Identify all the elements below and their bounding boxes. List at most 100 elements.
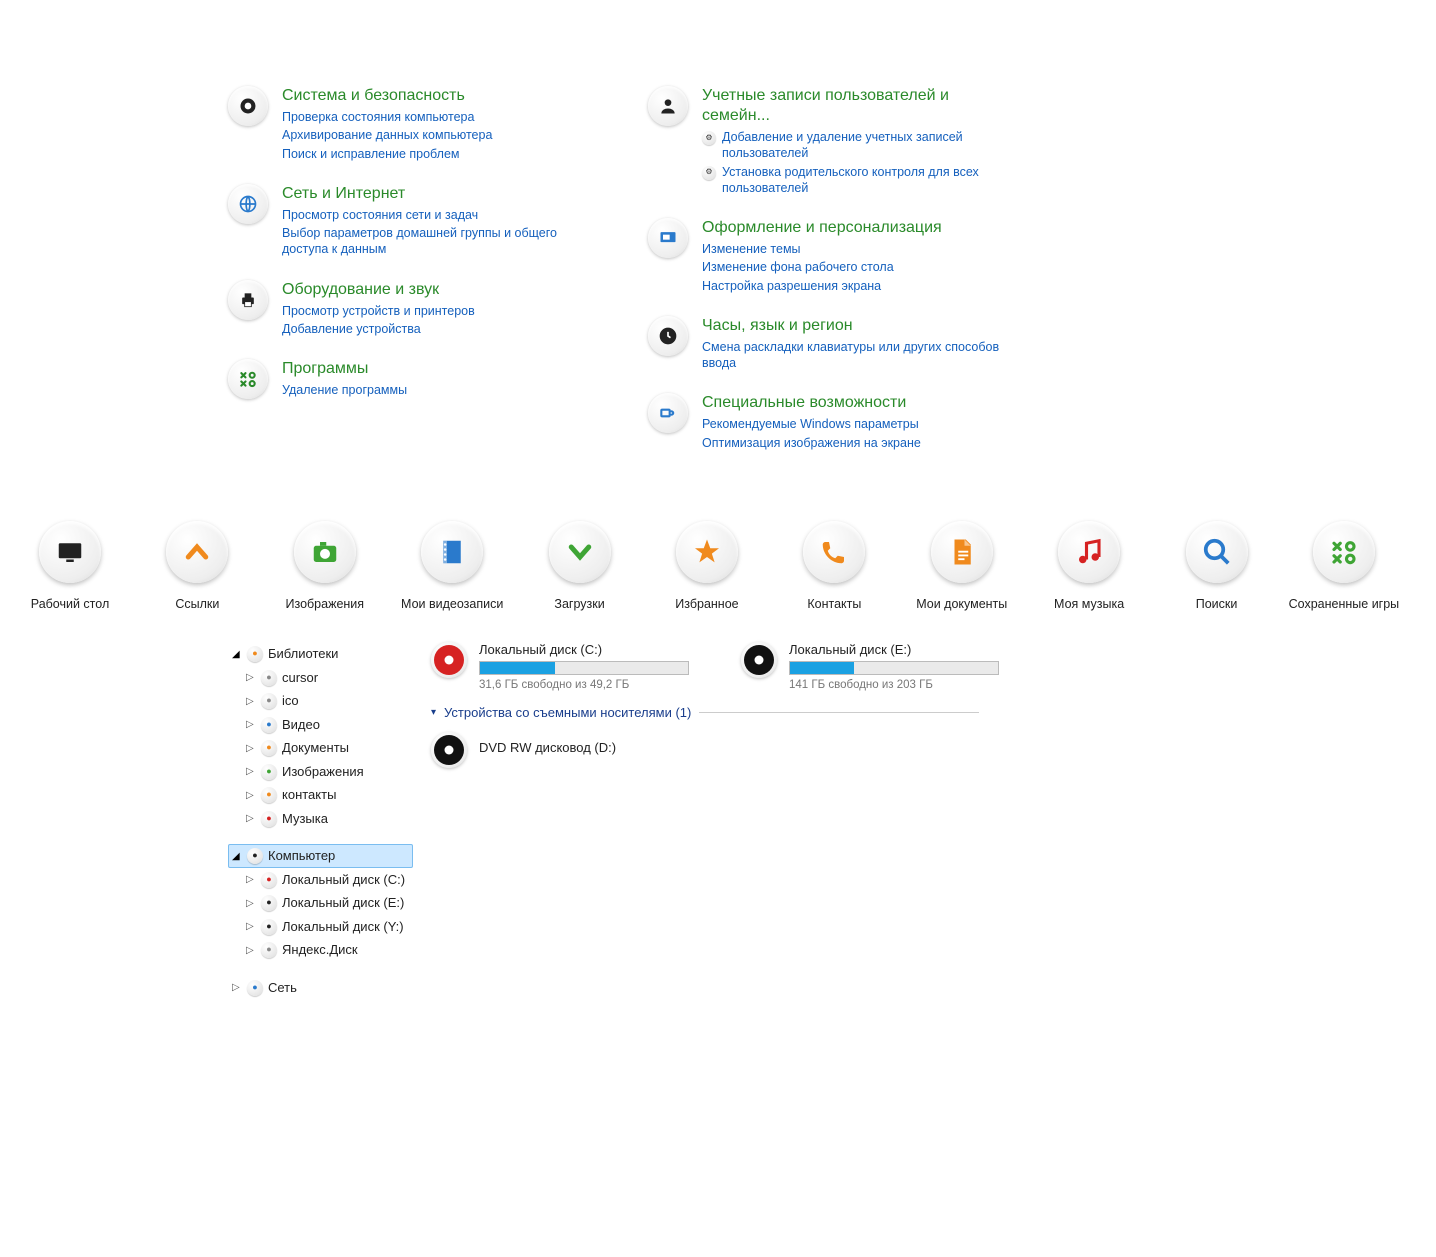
folder-shortcut[interactable]: Рабочий стол <box>10 521 130 613</box>
expand-arrow-icon[interactable]: ▷ <box>246 717 256 732</box>
expand-arrow-icon[interactable]: ▷ <box>246 764 256 779</box>
cp-category-body: Оборудование и звук Просмотр устройств и … <box>282 280 475 338</box>
expand-arrow-icon[interactable]: ▷ <box>246 919 256 934</box>
tree-node[interactable]: ▷●Яндекс.Диск <box>242 938 413 962</box>
cp-category: Учетные записи пользователей и семейн...… <box>648 86 1008 196</box>
folder-shortcut[interactable]: Контакты <box>774 521 894 613</box>
tree-item-icon: ● <box>261 764 277 780</box>
expand-arrow-icon[interactable]: ▷ <box>246 670 256 685</box>
cp-link[interactable]: Поиск и исправление проблем <box>282 146 492 162</box>
expand-arrow-icon[interactable]: ▷ <box>246 788 256 803</box>
folder-shortcut[interactable]: Сохраненные игры <box>1284 521 1404 613</box>
tree-node[interactable]: ▷●контакты <box>242 783 413 807</box>
folder-shortcut[interactable]: Мои видеозаписи <box>392 521 512 613</box>
tree-item-icon: ● <box>261 740 277 756</box>
expand-arrow-icon[interactable]: ▷ <box>232 980 242 995</box>
tree-node[interactable]: ▷●Видео <box>242 713 413 737</box>
cp-link[interactable]: Просмотр состояния сети и задач <box>282 207 588 223</box>
cp-link-label: Смена раскладки клавиатуры или других сп… <box>702 339 1008 372</box>
collapse-arrow-icon[interactable]: ◢ <box>232 647 242 662</box>
tree-item-label: Изображения <box>282 762 364 782</box>
cp-category: Специальные возможности Рекомендуемые Win… <box>648 393 1008 451</box>
drive-status: 141 ГБ свободно из 203 ГБ <box>789 679 1011 691</box>
tree-node[interactable]: ▷●Документы <box>242 736 413 760</box>
folder-shortcut[interactable]: Ссылки <box>137 521 257 613</box>
cp-link[interactable]: Изменение темы <box>702 241 942 257</box>
drive-item[interactable]: DVD RW дисковод (D:) <box>431 732 701 768</box>
removable-devices-header[interactable]: ▾ Устройства со съемными носителями (1) <box>431 705 1436 720</box>
cp-category-title[interactable]: Программы <box>282 359 407 379</box>
tree-node[interactable]: ▷●Локальный диск (C:) <box>242 868 413 892</box>
cp-link[interactable]: ⚙Добавление и удаление учетных записей п… <box>702 129 1008 162</box>
drive-status: 31,6 ГБ свободно из 49,2 ГБ <box>479 679 701 691</box>
cp-links: Смена раскладки клавиатуры или других сп… <box>702 339 1008 372</box>
tree-node[interactable]: ▷●cursor <box>242 666 413 690</box>
cp-category-body: Система и безопасность Проверка состояния… <box>282 86 492 162</box>
folder-shortcut[interactable]: Избранное <box>647 521 767 613</box>
cp-category-title[interactable]: Система и безопасность <box>282 86 492 106</box>
cp-category-body: Учетные записи пользователей и семейн...… <box>702 86 1008 196</box>
cp-link-label: Установка родительского контроля для все… <box>722 164 1008 197</box>
cp-category-title[interactable]: Учетные записи пользователей и семейн... <box>702 86 1008 126</box>
folder-shortcut[interactable]: Загрузки <box>520 521 640 613</box>
cp-link-label: Добавление устройства <box>282 321 421 337</box>
tree-node[interactable]: ▷ ● Изображения <box>242 760 413 784</box>
cp-links: Проверка состояния компьютера Архивирован… <box>282 109 492 162</box>
cp-link[interactable]: Смена раскладки клавиатуры или других сп… <box>702 339 1008 372</box>
cp-category: Часы, язык и регион Смена раскладки клави… <box>648 316 1008 372</box>
folder-shortcut[interactable]: Моя музыка <box>1029 521 1149 613</box>
drive-body: DVD RW дисковод (D:) <box>479 732 701 768</box>
drive-item[interactable]: Локальный диск (C:) 31,6 ГБ свободно из 4… <box>431 642 701 691</box>
tree-item-label: Локальный диск (C:) <box>282 870 405 890</box>
folder-shortcut[interactable]: Мои документы <box>902 521 1022 613</box>
cp-link-label: Изменение темы <box>702 241 801 257</box>
collapse-arrow-icon[interactable]: ◢ <box>232 849 242 864</box>
cp-link[interactable]: Рекомендуемые Windows параметры <box>702 416 921 432</box>
tree-item-label: Музыка <box>282 809 328 829</box>
tree-node[interactable]: ◢●Компьютер <box>228 844 413 868</box>
cp-link[interactable]: Выбор параметров домашней группы и общег… <box>282 225 588 258</box>
cp-link[interactable]: Просмотр устройств и принтеров <box>282 303 475 319</box>
tree-node[interactable]: ◢●Библиотеки <box>228 642 413 666</box>
cp-link[interactable]: Добавление устройства <box>282 321 475 337</box>
music-icon <box>1058 521 1120 583</box>
tree-node[interactable]: ▷ ● Музыка <box>242 807 413 831</box>
cp-link[interactable]: Проверка состояния компьютера <box>282 109 492 125</box>
tree-node[interactable]: ▷●ico <box>242 689 413 713</box>
expand-arrow-icon[interactable]: ▷ <box>246 741 256 756</box>
tree-item-icon: ● <box>261 811 277 827</box>
cp-link[interactable]: Удаление программы <box>282 382 407 398</box>
expand-arrow-icon[interactable]: ▷ <box>246 811 256 826</box>
cp-link[interactable]: ⚙Установка родительского контроля для вс… <box>702 164 1008 197</box>
drive-title: Локальный диск (C:) <box>479 642 701 657</box>
search-icon <box>1186 521 1248 583</box>
cp-link-label: Удаление программы <box>282 382 407 398</box>
cp-category-title[interactable]: Часы, язык и регион <box>702 316 1008 336</box>
cp-category-title[interactable]: Оформление и персонализация <box>702 218 942 238</box>
capacity-bar-fill <box>480 662 555 674</box>
drive-item[interactable]: Локальный диск (E:)141 ГБ свободно из 20… <box>741 642 1011 691</box>
cp-category-body: Программы Удаление программы <box>282 359 407 399</box>
cp-link-label: Просмотр устройств и принтеров <box>282 303 475 319</box>
capacity-bar <box>479 661 689 675</box>
cp-category-title[interactable]: Специальные возможности <box>702 393 921 413</box>
cp-link[interactable]: Настройка разрешения экрана <box>702 278 942 294</box>
tree-item-label: Видео <box>282 715 320 735</box>
expand-arrow-icon[interactable]: ▷ <box>246 694 256 709</box>
expand-arrow-icon[interactable]: ▷ <box>246 943 256 958</box>
expand-arrow-icon[interactable]: ▷ <box>246 896 256 911</box>
folder-shortcut[interactable]: Поиски <box>1157 521 1277 613</box>
cp-link[interactable]: Оптимизация изображения на экране <box>702 435 921 451</box>
tree-item-icon: ● <box>247 646 263 662</box>
expand-arrow-icon[interactable]: ▷ <box>246 872 256 887</box>
tree-node[interactable]: ▷●Сеть <box>228 976 413 1000</box>
folder-shortcut[interactable]: Изображения <box>265 521 385 613</box>
cp-category-body: Сеть и Интернет Просмотр состояния сети и… <box>282 184 588 258</box>
control-panel-left-column: Система и безопасность Проверка состояния… <box>228 86 588 451</box>
tree-node[interactable]: ▷●Локальный диск (E:) <box>242 891 413 915</box>
cp-link[interactable]: Изменение фона рабочего стола <box>702 259 942 275</box>
cp-link[interactable]: Архивирование данных компьютера <box>282 127 492 143</box>
tree-node[interactable]: ▷●Локальный диск (Y:) <box>242 915 413 939</box>
cp-category-title[interactable]: Оборудование и звук <box>282 280 475 300</box>
cp-category-title[interactable]: Сеть и Интернет <box>282 184 588 204</box>
